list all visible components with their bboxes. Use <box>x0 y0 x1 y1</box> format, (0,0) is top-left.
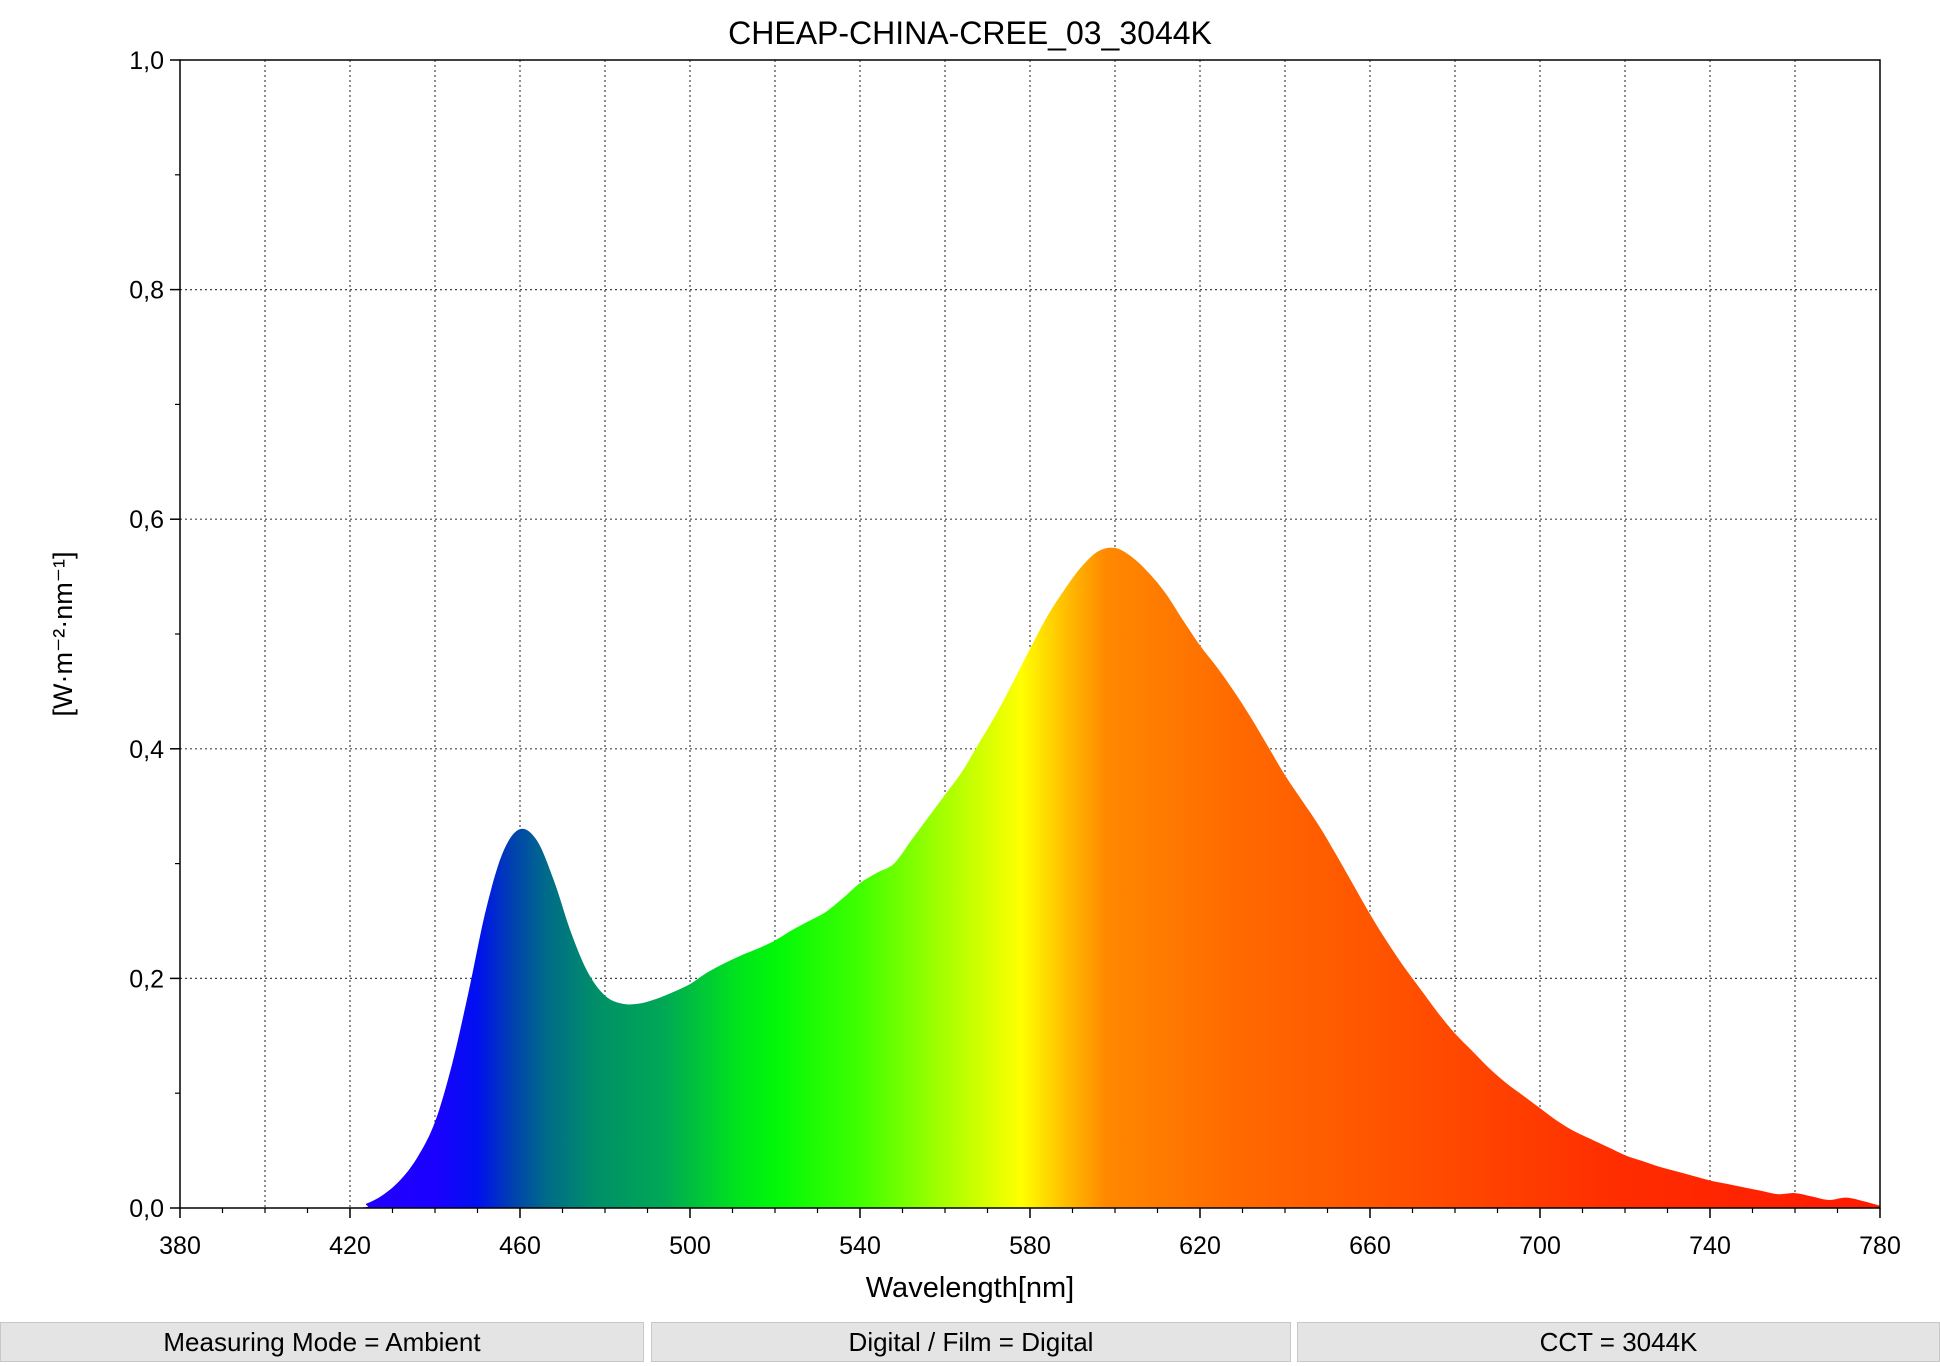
y-tick-label: 0,2 <box>129 965 164 993</box>
y-tick-label: 0,6 <box>129 506 164 534</box>
y-tick-label: 0,0 <box>129 1195 164 1223</box>
x-tick-label: 460 <box>499 1232 541 1260</box>
x-tick-label: 780 <box>1859 1232 1901 1260</box>
x-tick-label: 500 <box>669 1232 711 1260</box>
y-axis: 0,0 0,2 0,4 0,6 0,8 1,0 <box>129 47 180 1223</box>
cct-cell: CCT = 3044K <box>1297 1322 1940 1362</box>
x-tick-label: 620 <box>1179 1232 1221 1260</box>
y-tick-label: 0,4 <box>129 736 164 764</box>
y-tick-label: 0,8 <box>129 277 164 305</box>
spectrum-area <box>180 547 1880 1208</box>
x-tick-label: 420 <box>329 1232 371 1260</box>
y-axis-label: [W·m⁻²·nm⁻¹] <box>48 552 78 717</box>
chart-title: CHEAP-CHINA-CREE_03_3044K <box>728 15 1212 51</box>
y-tick-label: 1,0 <box>129 47 164 75</box>
x-axis: 380 420 460 500 540 580 620 660 700 740 780 <box>159 1208 1901 1260</box>
x-tick-label: 660 <box>1349 1232 1391 1260</box>
x-tick-label: 580 <box>1009 1232 1051 1260</box>
x-tick-label: 700 <box>1519 1232 1561 1260</box>
status-bar: Measuring Mode = Ambient Digital / Film … <box>0 1318 1940 1366</box>
x-tick-label: 740 <box>1689 1232 1731 1260</box>
digital-film-cell: Digital / Film = Digital <box>651 1322 1291 1362</box>
x-tick-label: 380 <box>159 1232 201 1260</box>
spectrum-chart: 380 420 460 500 540 580 620 660 700 740 780 0,0 0,2… <box>48 15 1901 1304</box>
x-axis-label: Wavelength[nm] <box>866 1272 1074 1304</box>
measuring-mode-cell: Measuring Mode = Ambient <box>0 1322 644 1362</box>
x-tick-label: 540 <box>839 1232 881 1260</box>
